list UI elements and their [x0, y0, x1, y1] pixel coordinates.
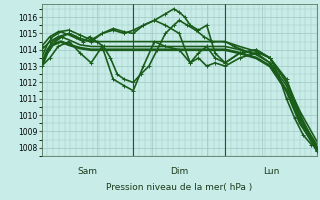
Text: Dim: Dim [170, 167, 188, 176]
Text: Sam: Sam [77, 167, 98, 176]
Text: Lun: Lun [263, 167, 279, 176]
Text: Pression niveau de la mer( hPa ): Pression niveau de la mer( hPa ) [106, 183, 252, 192]
